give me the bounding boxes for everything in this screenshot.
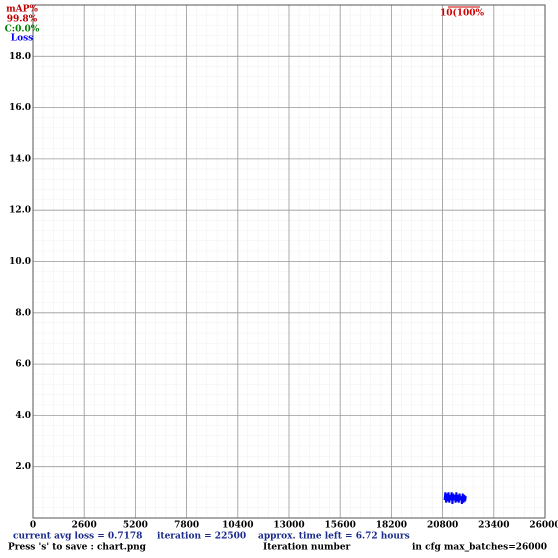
x-tick-label: 0 (30, 521, 36, 531)
x-tick-label: 7800 (174, 521, 199, 531)
y-tick-label: 8.0 (15, 308, 31, 318)
status-max-batches: in cfg max_batches=26000 (412, 543, 547, 553)
plot-frame (32, 4, 546, 519)
y-tick-label: 2.0 (15, 462, 31, 472)
x-tick-label: 23400 (478, 521, 509, 531)
status-loss: current avg loss = 0.7178 (13, 532, 142, 542)
map-title: mAP% (6, 5, 38, 15)
x-tick-label: 13000 (273, 521, 304, 531)
y-tick-label: 16.0 (9, 103, 31, 113)
status-time: approx. time left = 6.72 hours (258, 532, 410, 542)
map-value: 99.8% (7, 15, 38, 25)
y-tick-label: 14.0 (9, 154, 31, 164)
map-marker: 10(100% (440, 8, 485, 19)
status-save: Press 's' to save : chart.png (8, 543, 147, 553)
x-tick-label: 2600 (72, 521, 97, 531)
x-tick-label: 26000 (529, 521, 558, 531)
y-tick-label: 18.0 (9, 52, 31, 62)
x-tick-label: 5200 (123, 521, 148, 531)
x-tick-label: 15600 (325, 521, 356, 531)
x-tick-label: 20800 (427, 521, 458, 531)
class-text: C:0.0% (5, 25, 40, 35)
y-tick-label: 12.0 (9, 206, 31, 216)
x-tick-label: 18200 (376, 521, 407, 531)
status-iteration: iteration = 22500 (157, 532, 246, 542)
legend-loss: Loss (11, 34, 33, 44)
x-axis-label: Iteration number (263, 543, 351, 553)
loss-line (443, 492, 467, 504)
y-tick-label: 6.0 (15, 360, 31, 370)
y-tick-label: 4.0 (15, 411, 31, 421)
x-tick-label: 10400 (222, 521, 253, 531)
y-tick-label: 10.0 (9, 257, 31, 267)
